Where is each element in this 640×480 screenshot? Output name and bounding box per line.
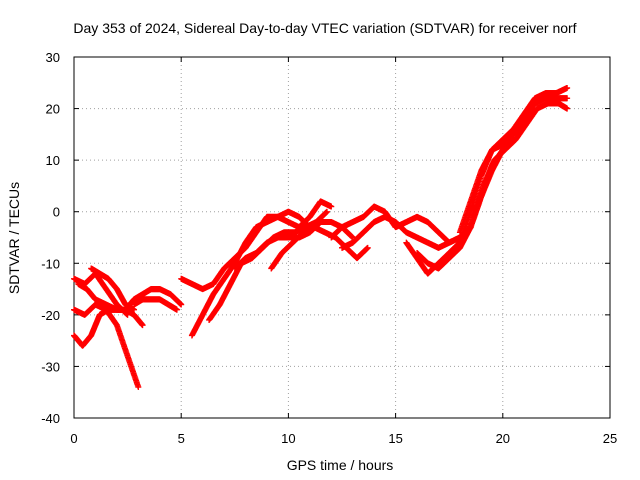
- y-tick-label: 30: [46, 50, 60, 65]
- data-point: [178, 301, 185, 308]
- series-track-17: [446, 84, 571, 256]
- x-tick-label: 10: [281, 431, 295, 446]
- series-track-8: [178, 198, 335, 293]
- y-tick-label: -20: [41, 308, 60, 323]
- data-points: [71, 84, 571, 391]
- series-track-6: [122, 286, 185, 313]
- x-tick-label: 25: [603, 431, 617, 446]
- series-track-9: [188, 208, 313, 339]
- axis-ticks: [73, 56, 611, 419]
- data-point: [131, 306, 138, 313]
- y-tick-label: -10: [41, 256, 60, 271]
- y-axis-label: SDTVAR / TECUs: [6, 182, 22, 294]
- y-tick-labels: -40 -30 -20 -10 0 10 20 30: [41, 50, 60, 426]
- x-tick-label: 5: [178, 431, 185, 446]
- plot-frame: [73, 56, 611, 419]
- y-tick-label: 0: [53, 205, 60, 220]
- series-track-7: [131, 296, 180, 313]
- x-tick-labels: 0 5 10 15 20 25: [70, 431, 617, 446]
- y-tick-label: -40: [41, 411, 60, 426]
- series-track-3: [71, 306, 146, 349]
- x-tick-label: 0: [70, 431, 77, 446]
- data-point: [328, 203, 335, 210]
- data-point: [135, 384, 142, 391]
- y-tick-label: 10: [46, 153, 60, 168]
- grid-lines: [74, 57, 610, 418]
- y-tick-label: 20: [46, 102, 60, 117]
- x-axis-label: GPS time / hours: [287, 457, 394, 473]
- chart-title: Day 353 of 2024, Sidereal Day-to-day VTE…: [73, 20, 576, 36]
- data-point: [139, 322, 146, 329]
- x-tick-label: 20: [496, 431, 510, 446]
- y-tick-label: -30: [41, 359, 60, 374]
- x-tick-label: 15: [388, 431, 402, 446]
- data-point: [173, 306, 180, 313]
